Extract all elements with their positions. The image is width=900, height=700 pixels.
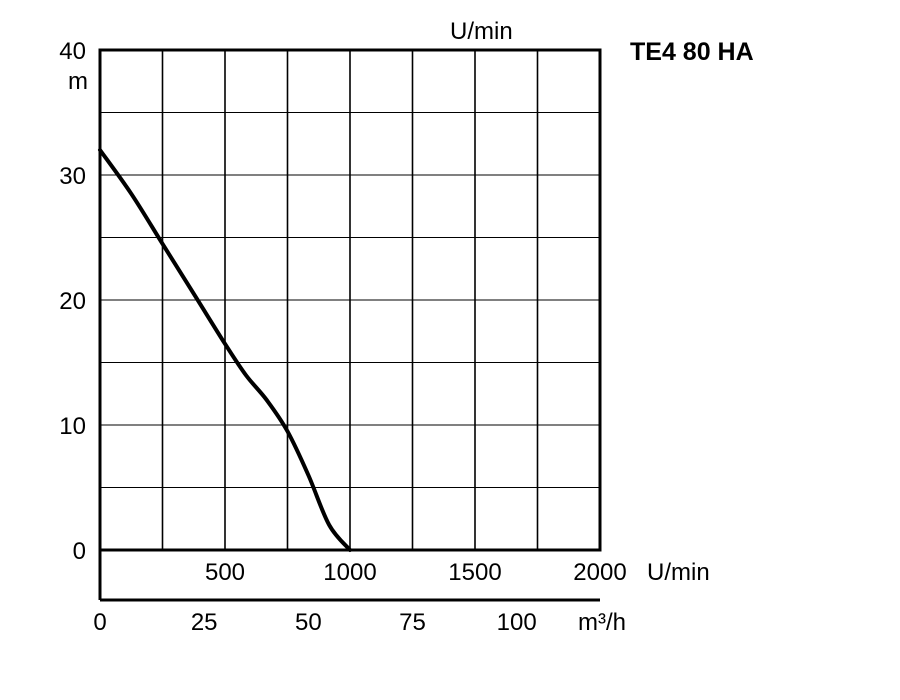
rpm-tick-label: 1000 [323,559,376,586]
y-tick-label: 0 [73,538,86,565]
y-tick-label: 10 [59,413,86,440]
y-tick-label: 40 [59,38,86,65]
chart-title: TE4 80 HA [630,38,754,66]
rpm-axis-unit: U/min [647,559,710,586]
rpm-tick-label: 500 [205,559,245,586]
flow-axis-unit: m³/h [578,609,626,636]
flow-tick-label: 75 [399,609,426,636]
flow-tick-label: 100 [497,609,537,636]
flow-tick-label: 0 [93,609,106,636]
pump-curve-line [98,148,352,552]
y-tick-label: 20 [59,288,86,315]
rpm-tick-label: 2000 [573,559,626,586]
top-axis-unit-label: U/min [450,18,513,45]
rpm-tick-label: 1500 [448,559,501,586]
y-axis-label: m [68,68,88,95]
y-tick-label: 30 [59,163,86,190]
flow-tick-label: 25 [191,609,218,636]
flow-tick-label: 50 [295,609,322,636]
